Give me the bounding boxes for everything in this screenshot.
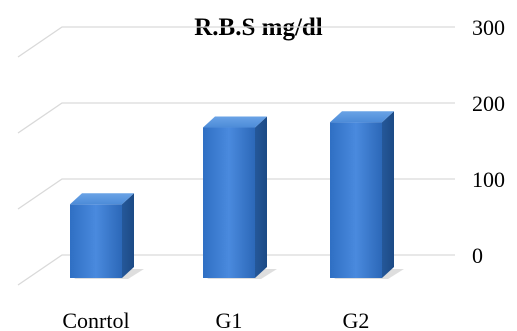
x-axis-tick-labels: Conrtol G1 G2: [62, 308, 369, 331]
gridlines: [17, 26, 455, 286]
gridline: [17, 178, 455, 210]
bars: [70, 111, 404, 279]
y-tick-label: 200: [472, 91, 505, 116]
x-tick-label: Conrtol: [62, 308, 129, 331]
gridline: [17, 102, 455, 134]
bar: [70, 193, 144, 279]
y-tick-label: 300: [472, 15, 505, 40]
y-axis-tick-labels: 0 100 200 300: [472, 15, 505, 268]
gridline: [17, 254, 455, 286]
x-tick-label: G2: [343, 308, 370, 331]
gridline: [17, 26, 455, 58]
x-tick-label: G1: [216, 308, 243, 331]
bar: [330, 111, 404, 279]
y-tick-label: 100: [472, 167, 505, 192]
bar: [203, 116, 277, 279]
y-tick-label: 0: [472, 243, 483, 268]
